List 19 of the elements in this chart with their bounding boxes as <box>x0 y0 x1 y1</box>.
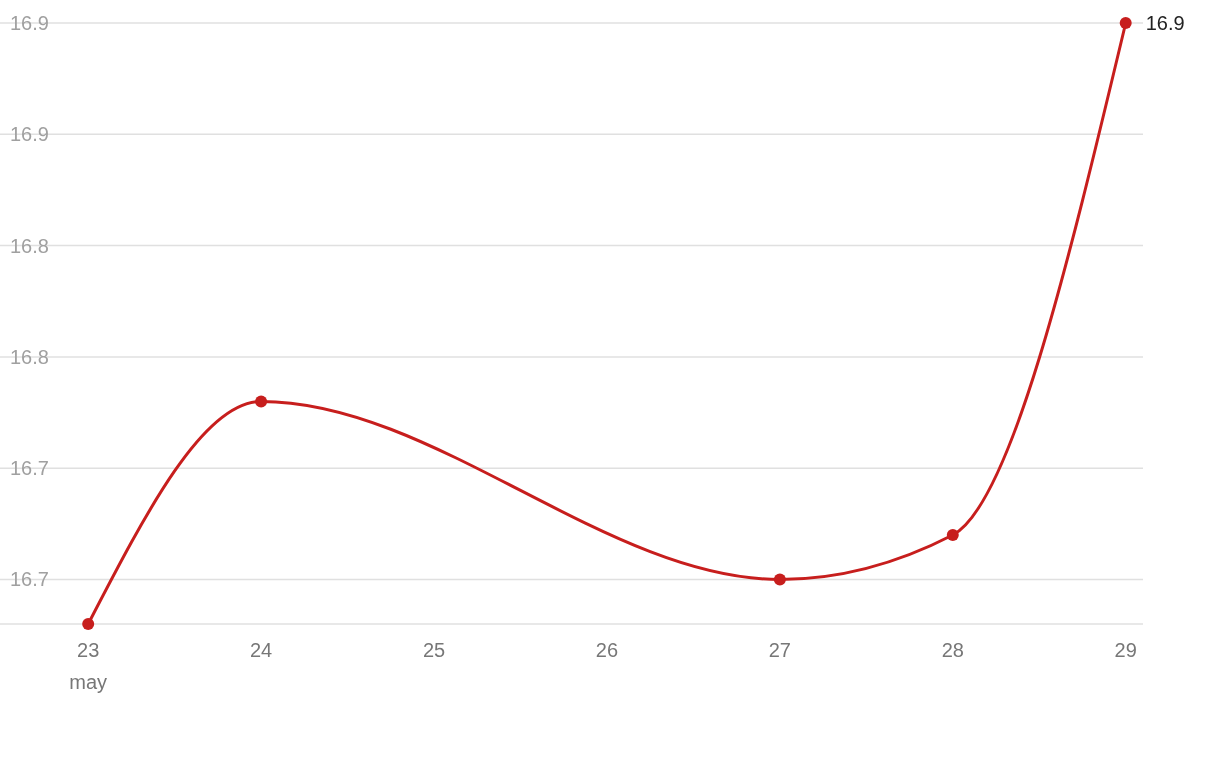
y-tick-label: 16.8 <box>10 234 49 257</box>
x-tick-label: 26 <box>595 639 619 661</box>
data-label: 16.9 <box>1145 12 1185 34</box>
y-tick-label: 16.9 <box>10 12 49 34</box>
point <box>946 528 959 541</box>
point <box>1119 17 1132 29</box>
x-tick-label: 25 <box>422 639 446 661</box>
x-tick-label: 23 may <box>69 639 108 693</box>
point <box>255 395 268 408</box>
point <box>82 618 95 630</box>
y-tick-label: 16.8 <box>10 345 49 368</box>
point <box>773 573 786 586</box>
y-tick-label: 16.7 <box>10 568 49 591</box>
x-tick-label: 28 <box>941 639 964 661</box>
x-tick-label: 27 <box>768 639 791 661</box>
y-tick-label: 16.7 <box>10 457 49 480</box>
x-tick-label: 29 <box>1114 639 1137 661</box>
x-tick-label: 24 <box>249 639 273 661</box>
y-tick-label: 16.9 <box>10 123 49 146</box>
